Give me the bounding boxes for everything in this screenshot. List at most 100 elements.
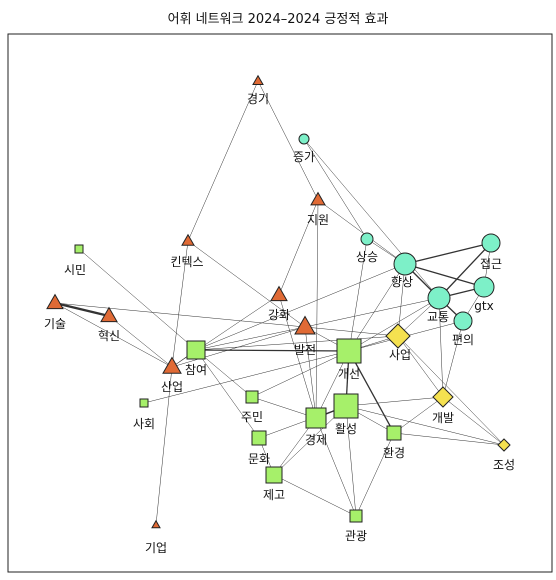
node-label: 상승 [356, 250, 378, 264]
node-지원 [310, 191, 326, 206]
edge-편의-개발 [442, 320, 464, 398]
node-label: 경제 [305, 433, 327, 447]
node-label: 환경 [383, 446, 405, 460]
edge-지원-경제 [315, 199, 319, 419]
node-경제 [305, 407, 327, 429]
node-label: 시민 [64, 263, 86, 277]
edge-제고-관광 [273, 474, 357, 517]
node-label: 조성 [493, 458, 515, 472]
node-향상 [393, 252, 417, 276]
edge-교통-개선 [348, 297, 440, 352]
node-label: 제고 [263, 488, 285, 502]
edge-상승-개선 [348, 238, 368, 352]
node-문화 [251, 430, 267, 446]
node-조성 [497, 438, 511, 452]
edge-활성-관광 [345, 405, 357, 517]
node-label: 증가 [293, 150, 315, 164]
node-상승 [360, 232, 374, 246]
edge-사업-개발 [397, 335, 444, 398]
node-제고 [265, 466, 283, 484]
node-관광 [349, 509, 363, 523]
edge-환경-관광 [355, 432, 395, 517]
edge-환경-조성 [393, 432, 505, 446]
edge-지원-향상 [317, 199, 406, 265]
node-label: 킨텍스 [170, 255, 203, 269]
node-증가 [298, 133, 310, 145]
node-킨텍스 [181, 233, 195, 246]
node-label: 개발 [432, 411, 454, 425]
node-label: 개선 [338, 367, 360, 381]
edge-발전-사업 [304, 326, 399, 337]
node-label: 활성 [335, 422, 357, 436]
node-사업 [385, 323, 411, 349]
node-label: 주민 [241, 410, 263, 424]
node-label: 경기 [247, 92, 269, 106]
edge-경기-지원 [257, 80, 319, 201]
node-경기 [252, 74, 264, 85]
node-편의 [453, 311, 473, 331]
node-label: 향상 [391, 275, 413, 289]
edge-개선-환경 [348, 350, 395, 434]
edge-킨텍스-발전 [187, 240, 306, 328]
edge-개선-주민 [251, 350, 350, 398]
edge-기술-발전 [54, 302, 306, 328]
edge-접근-교통 [438, 242, 492, 299]
edge-향상-개선 [348, 263, 406, 352]
node-label: 발전 [294, 343, 316, 357]
node-label: 기업 [145, 541, 167, 555]
edge-경제-관광 [315, 417, 357, 517]
node-label: 접근 [480, 257, 502, 271]
edge-참여-개선 [195, 349, 350, 352]
node-개발 [432, 386, 454, 408]
node-label: 문화 [248, 452, 270, 466]
node-label: 참여 [185, 363, 207, 377]
node-gtx [473, 276, 495, 298]
edge-혁신-산업 [108, 315, 173, 368]
node-label: 기술 [44, 317, 66, 331]
node-label: 지원 [307, 213, 329, 227]
edge-기술-산업 [54, 302, 173, 368]
node-label: 산업 [161, 380, 183, 394]
edge-사업-참여 [195, 335, 399, 351]
node-label: gtx [474, 299, 493, 313]
edge-참여-문화 [195, 349, 260, 439]
node-발전 [294, 315, 316, 335]
node-강화 [270, 285, 288, 302]
edge-활성-문화 [258, 405, 347, 439]
edge-사회-개선 [143, 350, 350, 404]
edge-교통-발전 [304, 297, 440, 328]
node-layer [46, 74, 511, 529]
edge-사업-조성 [397, 335, 505, 446]
node-교통 [427, 286, 451, 310]
node-활성 [333, 393, 359, 419]
edge-기술-혁신 [54, 301, 110, 318]
edge-주민-경제 [251, 396, 317, 419]
node-주민 [245, 390, 259, 404]
node-label: 사회 [133, 417, 155, 431]
edge-강화-경제 [278, 294, 317, 419]
plot-frame [7, 33, 553, 573]
node-산업 [162, 356, 182, 374]
node-label: 사업 [389, 348, 411, 362]
node-label: 관광 [345, 529, 367, 543]
edge-개발-조성 [442, 396, 505, 446]
edge-발전-참여 [195, 326, 306, 351]
node-환경 [386, 425, 402, 441]
edge-지원-강화 [278, 199, 319, 296]
edge-산업-기업 [155, 366, 173, 526]
edge-향상-참여 [195, 263, 406, 351]
edge-교통-개발 [438, 297, 444, 398]
edge-개발-활성 [345, 396, 444, 407]
edge-증가-교통 [303, 138, 440, 299]
edge-킨텍스-산업 [171, 240, 189, 368]
node-참여 [186, 340, 206, 360]
node-접근 [481, 233, 501, 253]
figure-title: 어휘 네트워크 2024–2024 긍정적 효과 [167, 12, 389, 27]
node-label: 교통 [427, 310, 449, 324]
edge-향상-gtx [404, 263, 485, 288]
edge-발전-경제 [304, 326, 317, 419]
edge-향상-접근 [404, 242, 492, 265]
